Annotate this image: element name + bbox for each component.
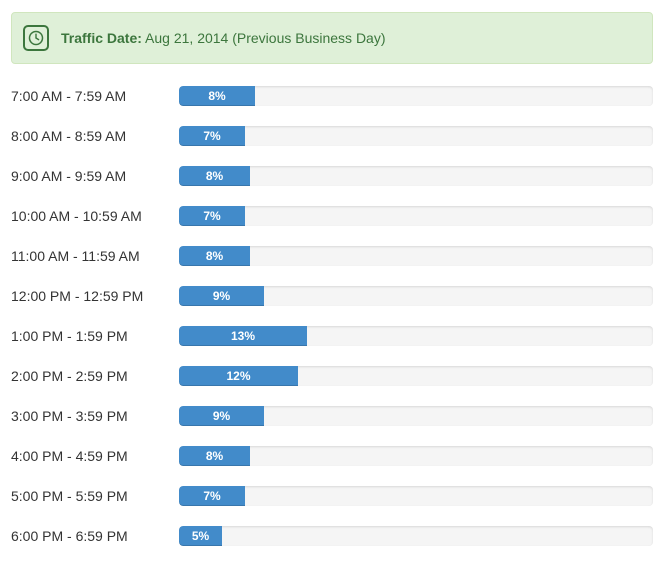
hour-row: 2:00 PM - 2:59 PM 12% [0,366,664,386]
hour-row: 12:00 PM - 12:59 PM 9% [0,286,664,306]
hour-range-label: 4:00 PM - 4:59 PM [11,448,128,464]
traffic-progress-bar: 8% [179,86,653,106]
hour-row: 6:00 PM - 6:59 PM 5% [0,526,664,546]
traffic-progress-bar: 8% [179,246,653,266]
hour-range-label: 6:00 PM - 6:59 PM [11,528,128,544]
hour-range-label: 3:00 PM - 3:59 PM [11,408,128,424]
hour-row: 11:00 AM - 11:59 AM 8% [0,246,664,266]
hour-range-label: 8:00 AM - 8:59 AM [11,128,127,144]
traffic-progress-fill: 8% [179,446,250,466]
traffic-progress-bar: 7% [179,486,653,506]
hour-row: 9:00 AM - 9:59 AM 8% [0,166,664,186]
hour-row: 7:00 AM - 7:59 AM 8% [0,86,664,106]
traffic-progress-bar: 13% [179,326,653,346]
traffic-progress-fill: 12% [179,366,298,386]
traffic-progress-bar: 9% [179,286,653,306]
hour-range-label: 2:00 PM - 2:59 PM [11,368,128,384]
traffic-progress-fill: 8% [179,166,250,186]
traffic-progress-fill: 13% [179,326,307,346]
traffic-progress-fill: 8% [179,246,250,266]
traffic-progress-fill: 7% [179,126,245,146]
traffic-progress-fill: 9% [179,286,264,306]
traffic-progress-fill: 9% [179,406,264,426]
hour-row: 10:00 AM - 10:59 AM 7% [0,206,664,226]
clock-icon [23,25,49,51]
traffic-date-alert: Traffic Date: Aug 21, 2014 (Previous Bus… [11,12,653,64]
traffic-progress-bar: 7% [179,126,653,146]
hour-range-label: 5:00 PM - 5:59 PM [11,488,128,504]
traffic-progress-bar: 9% [179,406,653,426]
hour-row: 8:00 AM - 8:59 AM 7% [0,126,664,146]
traffic-progress-fill: 8% [179,86,255,106]
traffic-progress-fill: 7% [179,486,245,506]
traffic-date-label: Traffic Date: [61,30,142,46]
hour-row: 1:00 PM - 1:59 PM 13% [0,326,664,346]
traffic-progress-bar: 8% [179,446,653,466]
hour-range-label: 9:00 AM - 9:59 AM [11,168,127,184]
hour-row: 4:00 PM - 4:59 PM 8% [0,446,664,466]
hour-range-label: 7:00 AM - 7:59 AM [11,88,127,104]
traffic-progress-fill: 7% [179,206,245,226]
traffic-date-value: Aug 21, 2014 (Previous Business Day) [145,30,386,46]
traffic-date-text: Traffic Date: Aug 21, 2014 (Previous Bus… [61,30,386,46]
hour-range-label: 10:00 AM - 10:59 AM [11,208,142,224]
traffic-progress-bar: 5% [179,526,653,546]
hour-row: 5:00 PM - 5:59 PM 7% [0,486,664,506]
hour-range-label: 12:00 PM - 12:59 PM [11,288,144,304]
hour-range-label: 11:00 AM - 11:59 AM [11,248,140,264]
hour-range-label: 1:00 PM - 1:59 PM [11,328,128,344]
traffic-progress-bar: 7% [179,206,653,226]
traffic-progress-fill: 5% [179,526,222,546]
traffic-progress-bar: 8% [179,166,653,186]
traffic-progress-bar: 12% [179,366,653,386]
hour-row: 3:00 PM - 3:59 PM 9% [0,406,664,426]
